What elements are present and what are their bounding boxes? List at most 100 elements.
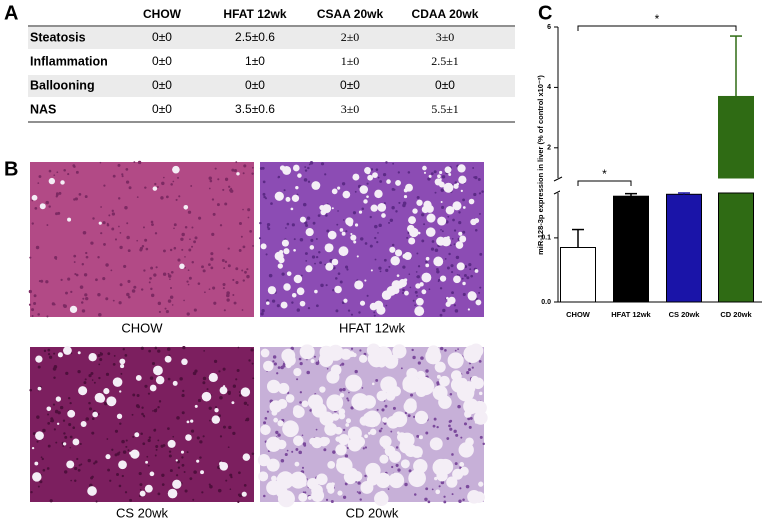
nucleus: [56, 171, 59, 174]
nucleus: [29, 388, 33, 392]
vacuole: [326, 482, 335, 491]
vacuole: [474, 269, 479, 273]
nucleus: [358, 311, 361, 314]
nucleus: [98, 376, 101, 380]
nucleus: [100, 206, 102, 208]
nucleus: [69, 446, 72, 449]
vacuole: [319, 204, 325, 211]
nucleus: [99, 351, 102, 354]
nucleus: [425, 369, 429, 373]
nucleus: [141, 245, 145, 248]
nucleus: [109, 479, 112, 482]
nucleus: [291, 301, 294, 304]
nucleus: [412, 299, 415, 302]
nucleus: [139, 483, 143, 487]
vacuole: [402, 383, 411, 391]
nucleus: [404, 482, 408, 487]
nucleus: [446, 266, 450, 270]
nucleus: [388, 265, 391, 268]
nucleus: [420, 356, 424, 360]
x-tick-label: HFAT 12wk: [611, 310, 651, 319]
vacuole: [366, 170, 370, 175]
nucleus: [169, 286, 173, 290]
vacuole: [144, 484, 153, 493]
nucleus: [203, 350, 205, 352]
nucleus: [252, 244, 255, 247]
nucleus: [144, 384, 148, 388]
vacuole: [311, 181, 321, 190]
nucleus: [395, 210, 398, 213]
nucleus: [163, 176, 165, 179]
vacuole: [472, 400, 487, 415]
vacuole: [276, 471, 295, 489]
vacuole: [386, 179, 391, 184]
nucleus: [165, 310, 169, 314]
table-cell: 0±0: [152, 30, 172, 44]
nucleus: [224, 202, 228, 206]
y-tick-label: 0.1: [541, 235, 551, 242]
nucleus: [451, 453, 454, 456]
nucleus: [99, 358, 103, 362]
nucleus: [187, 210, 192, 214]
nucleus: [244, 419, 247, 422]
vacuole: [46, 406, 52, 412]
vacuole: [149, 384, 157, 392]
nucleus: [410, 393, 414, 397]
nucleus: [125, 180, 130, 184]
nucleus: [443, 500, 447, 504]
vacuole: [299, 216, 307, 223]
nucleus: [377, 232, 379, 234]
nucleus: [108, 214, 111, 217]
nucleus: [431, 240, 435, 243]
vacuole: [339, 228, 344, 232]
vacuole: [88, 353, 97, 362]
vacuole: [139, 490, 146, 497]
row-label: Steatosis: [30, 30, 86, 44]
vacuole: [231, 401, 235, 405]
nucleus: [47, 444, 51, 448]
nucleus: [161, 181, 165, 186]
nucleus: [407, 171, 411, 174]
vacuole: [428, 174, 432, 178]
nucleus: [169, 469, 173, 473]
nucleus: [347, 309, 351, 312]
vacuole: [242, 453, 251, 461]
vacuole: [403, 252, 412, 261]
axis-break-gap: [560, 179, 760, 192]
nucleus: [395, 463, 399, 467]
nucleus: [154, 232, 158, 235]
nucleus: [299, 362, 303, 366]
nucleus: [118, 197, 121, 200]
vacuole: [359, 416, 370, 426]
vacuole: [145, 460, 149, 464]
nucleus: [111, 227, 115, 231]
nucleus: [298, 450, 303, 455]
vacuole: [277, 439, 287, 450]
vacuole: [299, 300, 306, 307]
nucleus: [208, 483, 211, 486]
nucleus: [462, 498, 465, 502]
vacuole: [214, 408, 219, 413]
nucleus: [416, 195, 420, 199]
vacuole: [60, 180, 65, 185]
vacuole: [296, 441, 301, 445]
x-tick-label: CD 20wk: [720, 310, 752, 319]
nucleus: [318, 251, 321, 254]
nucleus: [453, 229, 457, 232]
nucleus: [126, 222, 129, 225]
nucleus: [243, 484, 247, 487]
nucleus: [474, 175, 478, 180]
nucleus: [389, 218, 394, 222]
nucleus: [458, 221, 462, 225]
nucleus: [97, 293, 101, 297]
nucleus: [181, 393, 185, 398]
vacuole: [416, 199, 423, 206]
nucleus: [280, 365, 284, 370]
nucleus: [167, 299, 172, 303]
nucleus: [69, 401, 72, 405]
nucleus: [325, 498, 329, 501]
row-label: Ballooning: [30, 78, 95, 92]
nucleus: [30, 490, 33, 494]
nucleus: [391, 206, 395, 210]
vacuole: [386, 286, 397, 296]
